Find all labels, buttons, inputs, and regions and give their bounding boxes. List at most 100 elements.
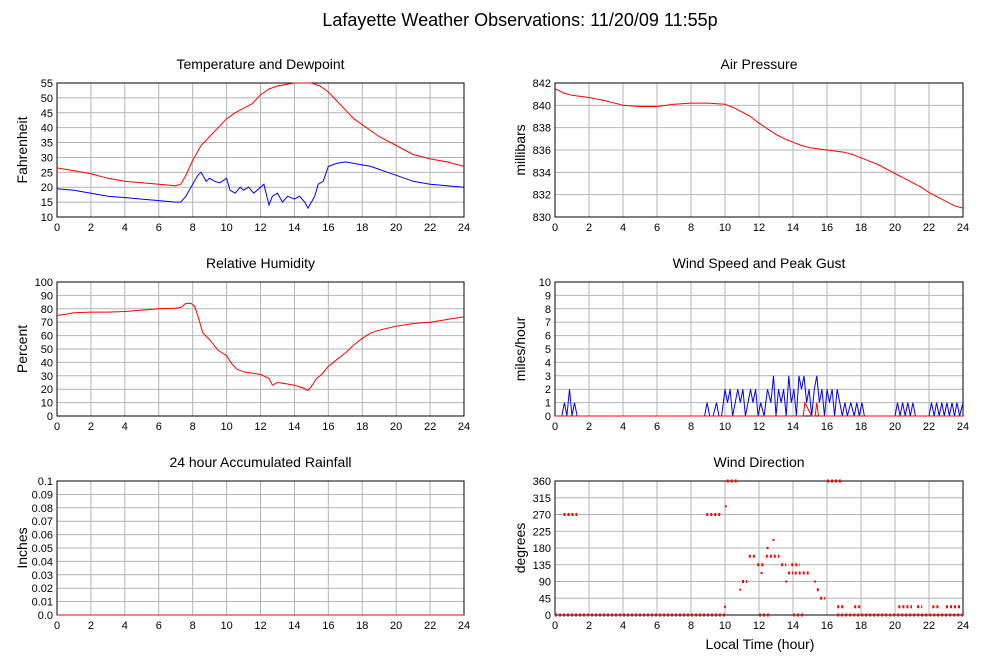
y-tick-label: 10 [539, 277, 551, 289]
y-tick-label: 0.05 [32, 543, 53, 555]
x-tick-label: 8 [190, 620, 196, 632]
x-tick-label: 24 [957, 620, 969, 632]
x-tick-label: 10 [719, 620, 731, 632]
plot-frame [56, 82, 465, 218]
direction-point [739, 588, 742, 591]
y-tick-label: 6 [545, 331, 551, 343]
direction-point [724, 505, 727, 508]
y-tick-label: 225 [533, 526, 551, 538]
y-tick-label: 270 [533, 510, 551, 522]
y-tick-label: 0.03 [32, 570, 53, 582]
x-tick-label: 22 [424, 421, 436, 433]
x-tick-label: 20 [390, 421, 402, 433]
y-tick-label: 40 [41, 123, 53, 135]
x-tick-label: 6 [654, 421, 660, 433]
x-tick-label: 2 [88, 421, 94, 433]
x-tick-label: 0 [54, 421, 60, 433]
series-line-pressure-0 [554, 88, 964, 209]
y-tick-label: 8 [545, 304, 551, 316]
x-tick-label: 18 [356, 421, 368, 433]
y-tick-label: 70 [41, 317, 53, 329]
x-tick-label: 20 [889, 421, 901, 433]
y-tick-label: 30 [41, 371, 53, 383]
x-tick-label: 12 [753, 222, 765, 234]
x-tick-label: 20 [390, 222, 402, 234]
y-tick-label: 100 [35, 277, 53, 289]
series-line-wind-1 [555, 400, 963, 417]
y-tick-label: 836 [533, 145, 551, 157]
x-tick-label: 12 [254, 620, 266, 632]
x-tick-label: 18 [356, 222, 368, 234]
y-tick-label: 135 [533, 560, 551, 572]
y-tick-label: 840 [533, 100, 551, 112]
x-tick-label: 18 [855, 421, 867, 433]
x-tick-label: 16 [322, 421, 334, 433]
plot-frame [56, 281, 465, 417]
x-tick-label: 14 [288, 620, 300, 632]
y-tick-label: 50 [41, 344, 53, 356]
x-tick-label: 6 [156, 421, 162, 433]
y-tick-label: 0.09 [32, 489, 53, 501]
x-tick-label: 10 [220, 620, 232, 632]
plot-frame [554, 82, 964, 218]
chart-title: Temperature and Dewpoint [176, 56, 344, 72]
y-tick-label: 45 [539, 593, 551, 605]
x-tick-label: 16 [821, 421, 833, 433]
y-axis-label: Fahrenheit [14, 116, 30, 183]
chart-title: Wind Direction [713, 454, 804, 470]
x-tick-label: 16 [322, 620, 334, 632]
x-tick-label: 8 [688, 620, 694, 632]
x-tick-label: 12 [753, 421, 765, 433]
y-tick-label: 0.06 [32, 530, 53, 542]
x-tick-label: 14 [288, 421, 300, 433]
y-axis-label: miles/hour [512, 316, 528, 381]
y-tick-label: 315 [533, 493, 551, 505]
x-tick-label: 16 [821, 620, 833, 632]
y-tick-label: 0 [47, 411, 53, 423]
y-tick-label: 3 [545, 371, 551, 383]
x-tick-label: 14 [787, 421, 799, 433]
y-tick-label: 1 [545, 398, 551, 410]
page-title: Lafayette Weather Observations: 11/20/09… [322, 10, 717, 30]
y-tick-label: 25 [41, 167, 53, 179]
x-tick-label: 12 [753, 620, 765, 632]
y-axis-label: millibars [512, 124, 528, 175]
x-tick-label: 10 [719, 222, 731, 234]
x-tick-label: 22 [923, 620, 935, 632]
series-line-temp-1 [56, 161, 465, 210]
direction-point [785, 580, 788, 583]
y-tick-label: 180 [533, 543, 551, 555]
y-tick-label: 7 [545, 317, 551, 329]
y-tick-label: 0.01 [32, 597, 53, 609]
x-tick-label: 20 [889, 620, 901, 632]
x-tick-label: 4 [122, 620, 128, 632]
y-tick-label: 0.0 [38, 610, 53, 622]
y-tick-label: 0 [545, 411, 551, 423]
x-tick-label: 4 [122, 222, 128, 234]
y-tick-label: 5 [545, 344, 551, 356]
x-tick-label: 2 [586, 620, 592, 632]
direction-point [766, 547, 769, 549]
x-tick-label: 8 [688, 222, 694, 234]
chart-title: 24 hour Accumulated Rainfall [169, 454, 351, 470]
y-tick-label: 0 [545, 610, 551, 622]
y-tick-label: 838 [533, 123, 551, 135]
direction-point [724, 605, 726, 608]
x-tick-label: 12 [254, 222, 266, 234]
y-tick-label: 0.1 [38, 476, 53, 488]
y-tick-label: 4 [545, 357, 551, 369]
y-tick-label: 10 [41, 398, 53, 410]
x-tick-label: 24 [458, 421, 470, 433]
y-tick-label: 842 [533, 78, 551, 90]
x-tick-label: 6 [654, 222, 660, 234]
y-tick-label: 60 [41, 331, 53, 343]
y-tick-label: 9 [545, 290, 551, 302]
y-tick-label: 55 [41, 78, 53, 90]
y-tick-label: 0.04 [32, 556, 53, 568]
x-tick-label: 6 [156, 222, 162, 234]
y-axis-label: Percent [14, 325, 30, 373]
x-tick-label: 20 [889, 222, 901, 234]
